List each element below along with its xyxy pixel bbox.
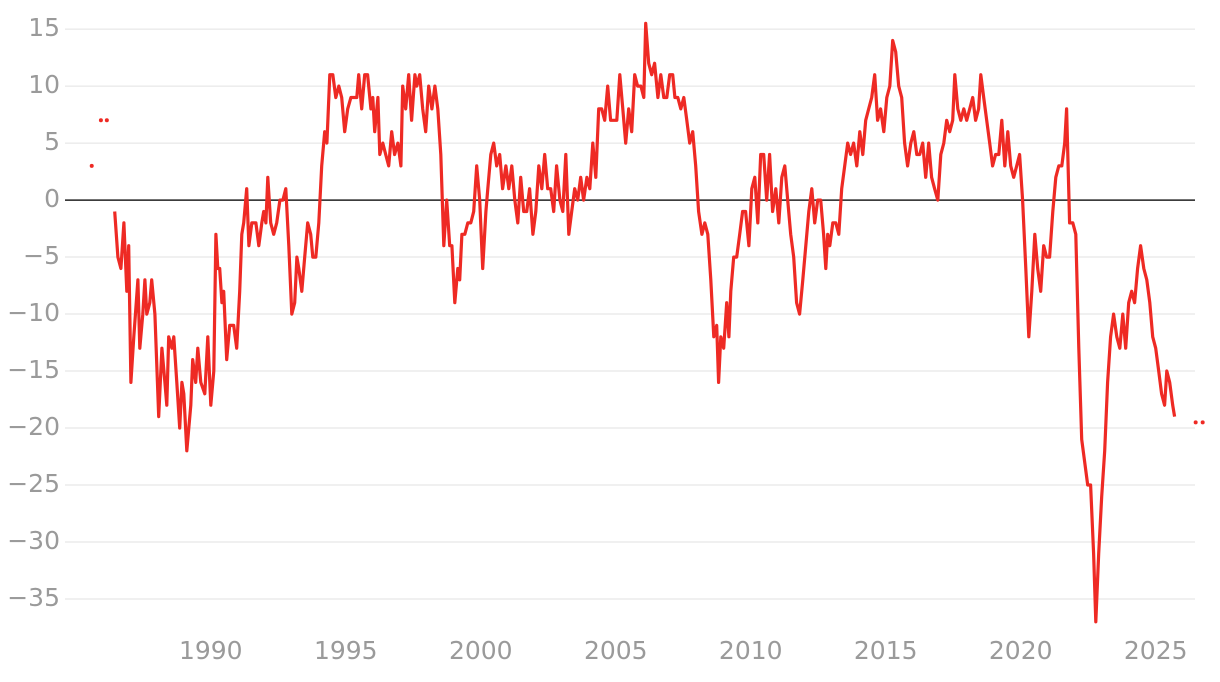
x-tick-label: 2000	[449, 636, 513, 665]
data-point	[98, 118, 103, 123]
x-tick-label: 1990	[179, 636, 243, 665]
y-tick-label: −25	[7, 469, 60, 498]
series-line	[113, 21, 1177, 624]
y-tick-label: 15	[28, 13, 60, 42]
data-point	[104, 118, 109, 123]
x-tick-label: 2020	[989, 636, 1053, 665]
x-tick-label: 1995	[314, 636, 378, 665]
x-tick-label: 2005	[584, 636, 648, 665]
y-tick-label: −20	[7, 412, 60, 441]
data-point	[1193, 420, 1198, 425]
y-tick-label: 5	[44, 127, 60, 156]
y-tick-label: −35	[7, 583, 60, 612]
y-tick-label: −30	[7, 526, 60, 555]
x-tick-label: 2025	[1124, 636, 1188, 665]
y-tick-label: −5	[23, 241, 60, 270]
y-tick-label: −10	[7, 298, 60, 327]
y-tick-label: −15	[7, 355, 60, 384]
data-point	[1200, 420, 1205, 425]
x-tick-label: 2010	[719, 636, 783, 665]
x-tick-label: 2015	[854, 636, 918, 665]
y-tick-label: 0	[44, 184, 60, 213]
data-point	[89, 163, 94, 168]
y-tick-label: 10	[28, 70, 60, 99]
